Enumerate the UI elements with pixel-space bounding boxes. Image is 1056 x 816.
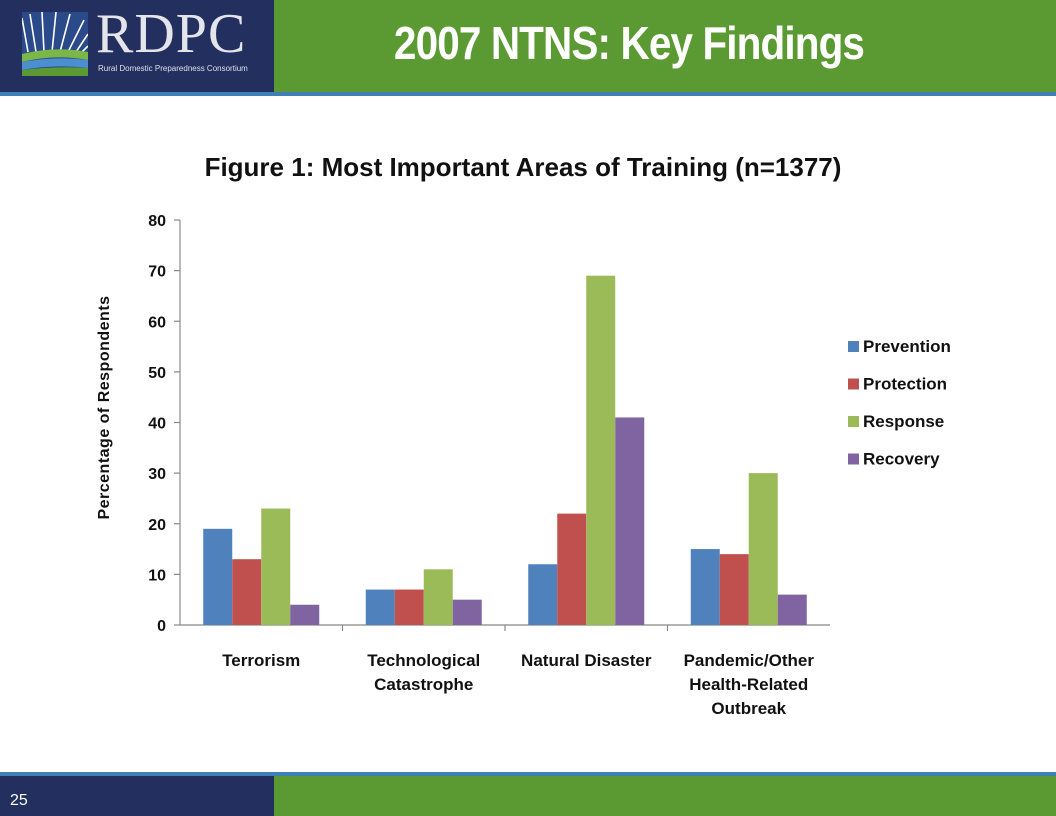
x-category-label: Outbreak — [711, 699, 786, 718]
x-category-label: Health-Related — [689, 675, 808, 694]
footer-divider — [0, 772, 1056, 776]
bar-protection-0 — [232, 559, 262, 625]
header-divider — [0, 92, 1056, 96]
y-tick-label: 0 — [157, 618, 166, 635]
y-tick-label: 70 — [148, 264, 166, 281]
footer-right-panel — [274, 776, 1056, 816]
bar-response-2 — [586, 275, 616, 625]
title-bar: 2007 NTNS: Key Findings — [274, 0, 1056, 92]
legend-label-prevention: Prevention — [863, 337, 951, 356]
bar-recovery-1 — [452, 599, 482, 625]
x-category-label: Pandemic/Other — [684, 651, 815, 670]
legend-swatch-response — [848, 416, 859, 427]
bar-protection-3 — [719, 554, 749, 625]
slide-header: RDPC Rural Domestic Preparedness Consort… — [0, 0, 1056, 96]
bar-recovery-2 — [615, 417, 645, 625]
y-tick-label: 30 — [148, 466, 166, 483]
bar-response-3 — [748, 473, 778, 625]
bar-response-1 — [423, 569, 453, 625]
footer-left-panel: 25 — [0, 776, 274, 816]
bar-recovery-3 — [777, 594, 807, 625]
x-category-label: Natural Disaster — [521, 651, 652, 670]
y-tick-label: 10 — [148, 567, 166, 584]
legend-swatch-protection — [848, 378, 859, 390]
y-tick-label: 40 — [148, 416, 166, 433]
legend-swatch-recovery — [848, 453, 859, 465]
bar-prevention-0 — [203, 528, 233, 625]
x-category-label: Technological — [367, 651, 480, 670]
y-axis-label: Percentage of Respondents — [96, 295, 113, 519]
bar-prevention-3 — [690, 549, 720, 625]
bar-prevention-2 — [528, 564, 558, 625]
bar-protection-1 — [394, 589, 424, 625]
x-category-label: Catastrophe — [374, 675, 473, 694]
slide-footer: 25 — [0, 772, 1056, 816]
bar-recovery-0 — [290, 604, 320, 625]
y-tick-label: 50 — [148, 365, 166, 382]
legend-swatch-prevention — [848, 341, 859, 352]
sunrise-logo-icon — [22, 12, 88, 76]
logo-subtitle: Rural Domestic Preparedness Consortium — [98, 64, 248, 73]
logo-text: RDPC — [96, 3, 247, 65]
bar-protection-2 — [557, 513, 587, 625]
page-number: 25 — [10, 792, 28, 809]
bar-response-0 — [261, 508, 291, 625]
x-category-label: Terrorism — [222, 651, 300, 670]
chart-title: Figure 1: Most Important Areas of Traini… — [204, 152, 842, 182]
legend-label-response: Response — [863, 412, 944, 431]
y-tick-label: 60 — [148, 314, 166, 331]
y-tick-label: 20 — [148, 517, 166, 534]
logo: RDPC Rural Domestic Preparedness Consort… — [0, 0, 274, 92]
legend-label-protection: Protection — [863, 375, 947, 394]
y-tick-label: 80 — [148, 213, 166, 230]
slide-title: 2007 NTNS: Key Findings — [393, 17, 865, 69]
legend-label-recovery: Recovery — [863, 450, 940, 469]
bar-prevention-1 — [365, 589, 395, 625]
